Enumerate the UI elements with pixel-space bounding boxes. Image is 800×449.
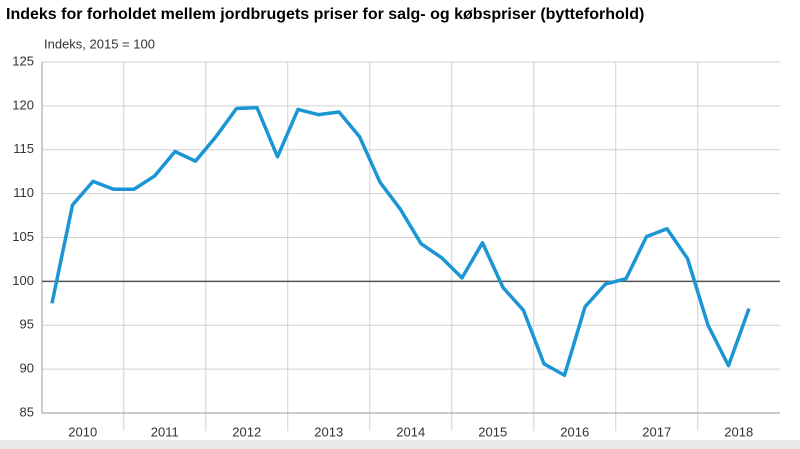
y-tick-label: 120	[12, 97, 34, 112]
chart-title: Indeks for forholdet mellem jordbrugets …	[6, 6, 644, 23]
y-tick-label: 85	[20, 404, 34, 419]
y-tick-label: 125	[12, 53, 34, 68]
x-tick-label: 2015	[478, 424, 507, 439]
x-tick-label: 2011	[151, 424, 179, 439]
x-tick-label: 2013	[314, 424, 343, 439]
x-tick-label: 2010	[68, 424, 97, 439]
y-tick-label: 90	[20, 361, 34, 376]
x-tick-label: 2018	[724, 424, 753, 439]
y-tick-label: 95	[20, 317, 34, 332]
y-tick-label: 115	[13, 141, 34, 156]
y-tick-label: 110	[13, 185, 34, 200]
y-tick-label: 100	[12, 273, 34, 288]
x-tick-label: 2017	[642, 424, 671, 439]
y-axis-label: Indeks, 2015 = 100	[44, 36, 155, 51]
y-tick-label: 105	[12, 229, 34, 244]
x-tick-label: 2014	[396, 424, 425, 439]
data-line	[50, 105, 751, 378]
x-tick-label: 2016	[560, 424, 589, 439]
footer-strip	[0, 440, 800, 449]
x-tick-label: 2012	[232, 424, 261, 439]
